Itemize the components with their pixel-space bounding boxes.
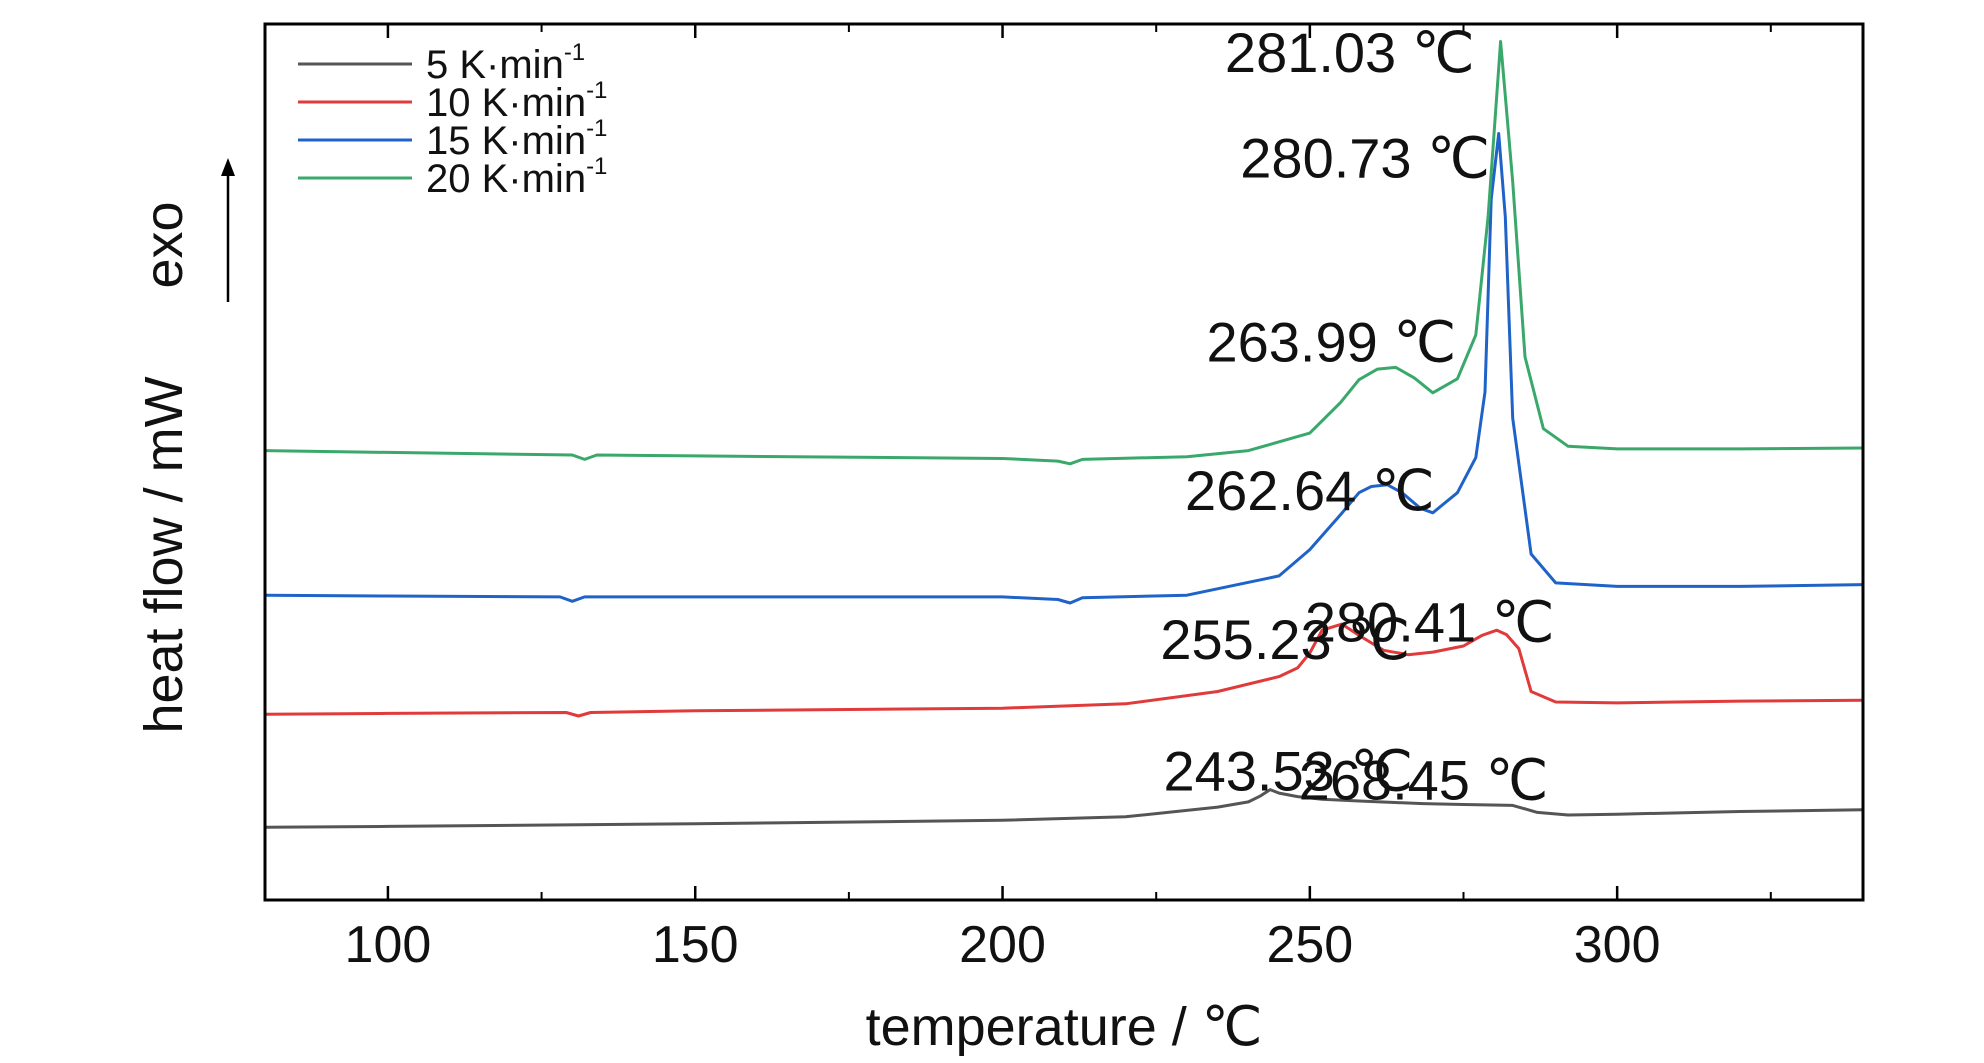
x-tick-label: 300 <box>1574 916 1661 974</box>
peak-annotation-label: 280.41 ℃ <box>1305 591 1555 654</box>
peak-annotation-label: 262.64 ℃ <box>1185 459 1435 522</box>
series-line-20-k-min <box>263 40 1865 466</box>
peak-annotation-label: 255.23 ℃ <box>1160 608 1410 671</box>
x-tick-label: 250 <box>1266 916 1353 974</box>
peak-annotation-label: 281.03 ℃ <box>1225 21 1475 84</box>
y-axis-title: heat flow / mW <box>134 376 194 733</box>
legend-label-20-k-min: 20 K·min-1 <box>426 153 607 201</box>
legend-label-10-k-min: 10 K·min-1 <box>426 77 607 125</box>
exo-label: exo <box>134 201 194 288</box>
x-tick-label: 100 <box>345 916 432 974</box>
x-axis-title: temperature / ℃ <box>866 997 1263 1057</box>
peak-annotation-label: 280.73 ℃ <box>1240 126 1490 189</box>
exo-arrow-icon <box>221 158 235 302</box>
plot-frame <box>263 22 1865 902</box>
series-line-10-k-min <box>263 622 1865 718</box>
peak-annotation-label: 263.99 ℃ <box>1206 310 1456 373</box>
x-tick-label: 200 <box>959 916 1046 974</box>
peak-annotation-label: 268.45 ℃ <box>1299 748 1549 811</box>
x-axis-ticks: 100 150 200 250 300 <box>345 24 1772 974</box>
series-line-15-k-min <box>263 132 1865 605</box>
legend-label-5-k-min: 5 K·min-1 <box>426 39 585 87</box>
peak-annotations: 281.03 ℃ 280.73 ℃ 263.99 ℃ 262.64 ℃ 255.23 ℃… <box>1160 21 1554 811</box>
x-tick-label: 150 <box>652 916 739 974</box>
peak-annotation-label: 243.53 ℃ <box>1163 740 1413 803</box>
series-layer <box>263 40 1865 829</box>
legend: 5 K·min-110 K·min-115 K·min-120 K·min-1 <box>298 39 607 201</box>
legend-label-15-k-min: 15 K·min-1 <box>426 115 607 163</box>
series-line-5-k-min <box>263 788 1865 829</box>
